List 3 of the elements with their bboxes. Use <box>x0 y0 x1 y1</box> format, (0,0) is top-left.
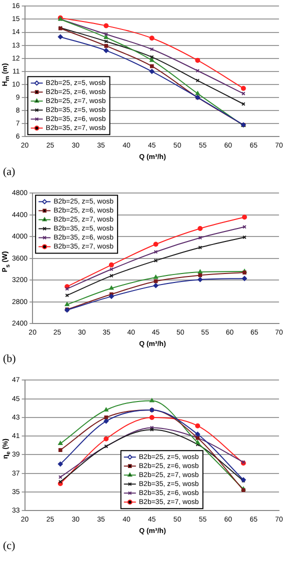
text: (c) <box>3 540 16 552</box>
text: (a) <box>3 166 16 178</box>
text: (b) <box>3 353 16 365</box>
